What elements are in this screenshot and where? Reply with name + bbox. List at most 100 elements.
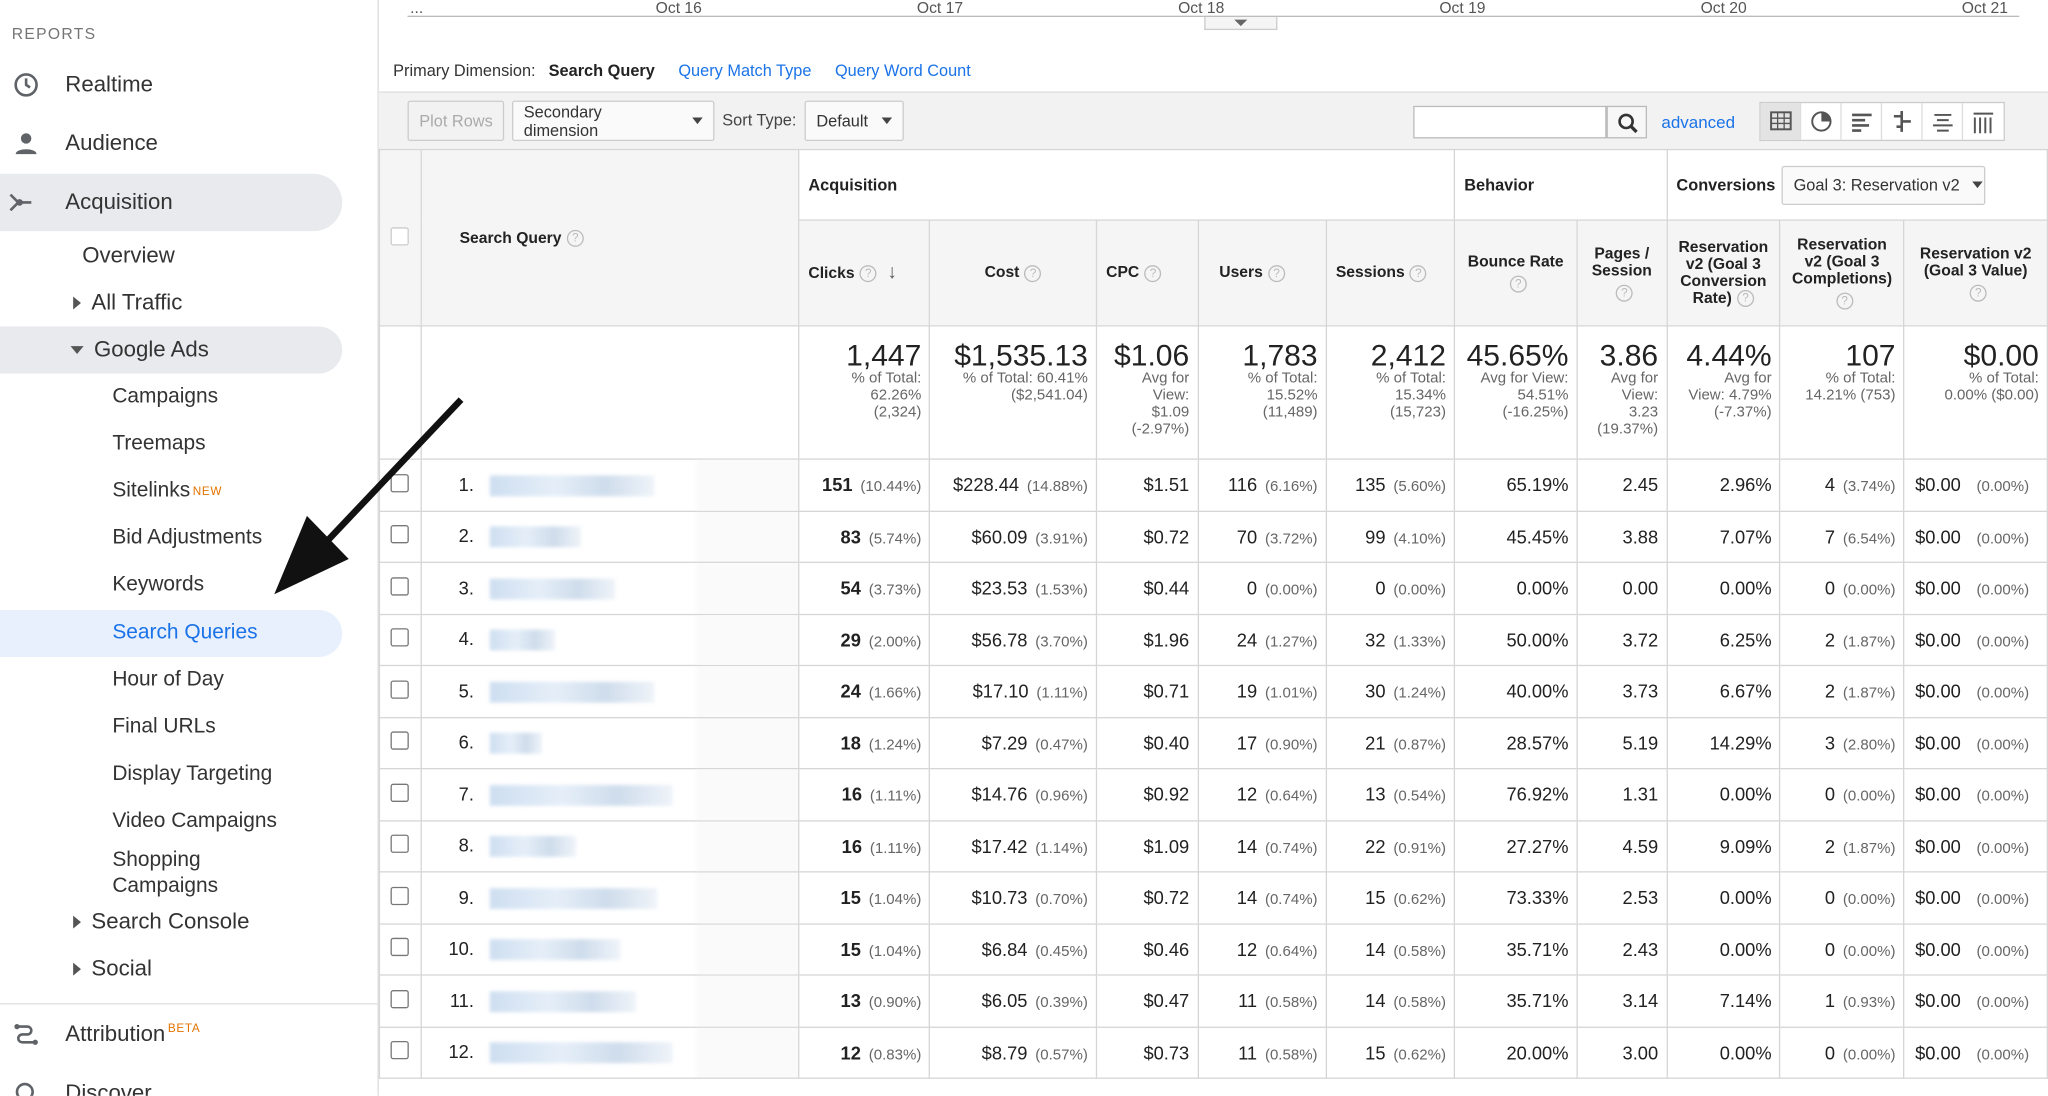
table-row[interactable]: 12. 12 (0.83%) $8.79 (0.57%) $0.73 11 (0.58%) 15… [378, 1025, 2048, 1079]
timeline-collapse-handle[interactable] [1204, 16, 1278, 31]
row-checkbox[interactable] [391, 834, 410, 854]
redacted-query-link[interactable] [489, 526, 582, 548]
sidebar-item-realtime[interactable]: Realtime [0, 56, 342, 113]
sidebar-item-social[interactable]: Social [73, 946, 152, 993]
column-header-clicks[interactable]: Clicks? ↓ [797, 219, 931, 327]
secondary-dimension-dropdown[interactable]: Secondary dimension [511, 100, 715, 142]
redacted-query-link[interactable] [489, 939, 621, 961]
sidebar-item-keywords[interactable]: Keywords [112, 573, 205, 596]
completions-cell: 2 (1.87%) [1779, 613, 1905, 667]
table-view-icon[interactable] [1760, 103, 1802, 140]
redacted-query-link[interactable] [489, 888, 657, 909]
search-button[interactable] [1606, 105, 1648, 139]
redacted-query-link[interactable] [489, 681, 655, 703]
table-row[interactable]: 10. 15 (1.04%) $6.84 (0.45%) $0.46 12 (0.64%) 14… [378, 922, 2048, 976]
help-icon[interactable]: ? [1737, 290, 1755, 308]
cell-value: 0.00% [1516, 577, 1569, 599]
sidebar-item-final-urls[interactable]: Final URLs [112, 715, 216, 738]
sidebar-item-all-traffic[interactable]: All Traffic [73, 280, 182, 327]
term-cloud-view-icon[interactable] [1923, 103, 1964, 140]
column-header-conversion-rate[interactable]: Reservation v2 (Goal 3 Conversion Rate)? [1665, 219, 1781, 327]
performance-view-icon[interactable] [1842, 103, 1883, 140]
column-header-completions[interactable]: Reservation v2 (Goal 3 Completions)? [1779, 219, 1905, 327]
help-icon[interactable]: ? [859, 265, 877, 283]
sidebar-item-bid-adjustments[interactable]: Bid Adjustments [112, 526, 263, 549]
sidebar-item-hour-of-day[interactable]: Hour of Day [112, 668, 224, 691]
help-icon[interactable]: ? [1268, 264, 1286, 282]
row-checkbox[interactable] [391, 989, 410, 1008]
row-checkbox[interactable] [391, 680, 410, 699]
sidebar-item-display-targeting[interactable]: Display Targeting [112, 762, 273, 785]
comparison-view-icon[interactable] [1882, 103, 1923, 140]
table-row[interactable]: 7. 16 (1.11%) $14.76 (0.96%) $0.92 12 (0.64%) 13… [378, 768, 2048, 821]
sort-type-dropdown[interactable]: Default [804, 100, 904, 142]
redacted-query-link[interactable] [489, 991, 636, 1013]
sidebar-item-campaigns[interactable]: Campaigns [112, 385, 219, 408]
help-icon[interactable]: ? [1969, 284, 1987, 302]
sidebar-item-discover[interactable]: Discover [0, 1064, 342, 1096]
column-header-users[interactable]: Users? [1197, 219, 1327, 327]
sidebar-item-google-ads[interactable]: Google Ads [0, 326, 343, 374]
table-row[interactable]: 5. 24 (1.66%) $17.10 (1.11%) $0.71 19 (1.01%) 30… [378, 664, 2048, 718]
sidebar-item-shopping-campaigns[interactable]: Shopping Campaigns [112, 848, 219, 898]
sidebar-item-overview[interactable]: Overview [82, 242, 175, 268]
redacted-query-link[interactable] [489, 630, 555, 651]
cell-percent: (0.00%) [1976, 737, 2030, 754]
row-checkbox[interactable] [391, 1041, 410, 1060]
redacted-query-link[interactable] [489, 578, 615, 600]
table-search-input[interactable] [1413, 105, 1607, 139]
redacted-query-link[interactable] [489, 733, 542, 755]
column-header-pages-session[interactable]: Pages / Session? [1576, 219, 1668, 327]
help-icon[interactable]: ? [1509, 275, 1527, 293]
column-header-cpc[interactable]: CPC? [1095, 219, 1199, 327]
help-icon[interactable]: ? [1144, 264, 1162, 282]
help-icon[interactable]: ? [1409, 264, 1427, 282]
sidebar-item-search-console[interactable]: Search Console [73, 899, 249, 946]
sidebar-item-audience[interactable]: Audience [0, 115, 342, 172]
sidebar-item-video-campaigns[interactable]: Video Campaigns [112, 809, 277, 832]
pivot-view-icon[interactable] [1963, 103, 2003, 140]
column-header-goal-value[interactable]: Reservation v2 (Goal 3 Value)? [1903, 219, 2048, 327]
sidebar-item-search-queries[interactable]: Search Queries [0, 609, 343, 657]
column-header-bounce-rate[interactable]: Bounce Rate? [1453, 219, 1578, 327]
redacted-query-link[interactable] [489, 784, 673, 806]
sidebar-item-sitelinks[interactable]: Sitelinks NEW [112, 468, 222, 515]
table-row[interactable]: 1. 151 (10.44%) $228.44 (14.88%) $1.51 116 (6.1… [378, 458, 2048, 512]
row-checkbox[interactable] [391, 473, 410, 493]
row-checkbox[interactable] [391, 886, 410, 905]
help-icon[interactable]: ? [1836, 292, 1854, 310]
plot-rows-button[interactable]: Plot Rows [407, 100, 505, 142]
row-checkbox[interactable] [391, 783, 410, 802]
sidebar-item-attribution[interactable]: Attribution BETA [0, 1006, 342, 1063]
help-icon[interactable]: ? [566, 230, 584, 248]
column-header-search-query[interactable]: Search Query? [420, 148, 800, 327]
table-row[interactable]: 11. 13 (0.90%) $6.05 (0.39%) $0.47 11 (0.58%) 14… [378, 974, 2048, 1028]
select-all-checkbox[interactable] [391, 226, 410, 245]
column-header-sessions[interactable]: Sessions? [1325, 219, 1456, 327]
table-row[interactable]: 6. 18 (1.24%) $7.29 (0.47%) $0.40 17 (0.90%) 21 (… [378, 716, 2048, 770]
pie-view-icon[interactable] [1801, 103, 1842, 140]
row-checkbox[interactable] [391, 938, 410, 957]
table-row[interactable]: 8. 16 (1.11%) $17.42 (1.14%) $1.09 14 (0.74%) 22… [378, 819, 2048, 873]
sidebar-item-treemaps[interactable]: Treemaps [112, 432, 206, 455]
sidebar-item-acquisition[interactable]: Acquisition [0, 173, 343, 232]
help-icon[interactable]: ? [1024, 264, 1042, 282]
table-row[interactable]: 4. 29 (2.00%) $56.78 (3.70%) $1.96 24 (1.27%) 32… [378, 613, 2048, 667]
help-icon[interactable]: ? [1615, 284, 1633, 302]
table-row[interactable]: 9. 15 (1.04%) $10.73 (0.70%) $0.72 14 (0.74%) 15… [378, 871, 2048, 925]
redacted-query-link[interactable] [489, 1042, 673, 1064]
goal-selector-dropdown[interactable]: Goal 3: Reservation v2 [1781, 165, 1986, 205]
table-row[interactable]: 3. 54 (3.73%) $23.53 (1.53%) $0.44 0 (0.00%) 0 (0… [378, 561, 2048, 615]
row-checkbox[interactable] [391, 576, 410, 596]
row-checkbox[interactable] [391, 731, 410, 751]
row-checkbox[interactable] [391, 628, 410, 647]
dimension-link-query-word-count[interactable]: Query Word Count [834, 61, 971, 80]
redacted-query-link[interactable] [489, 836, 576, 858]
column-header-cost[interactable]: Cost? [929, 219, 1098, 327]
advanced-filter-link[interactable]: advanced [1661, 112, 1736, 132]
total-note: 54.51% [1517, 387, 1569, 404]
table-row[interactable]: 2. 83 (5.74%) $60.09 (3.91%) $0.72 70 (3.72%) 99… [378, 510, 2048, 563]
dimension-link-query-match-type[interactable]: Query Match Type [678, 61, 812, 80]
row-checkbox[interactable] [391, 525, 410, 544]
redacted-query-link[interactable] [489, 475, 655, 497]
